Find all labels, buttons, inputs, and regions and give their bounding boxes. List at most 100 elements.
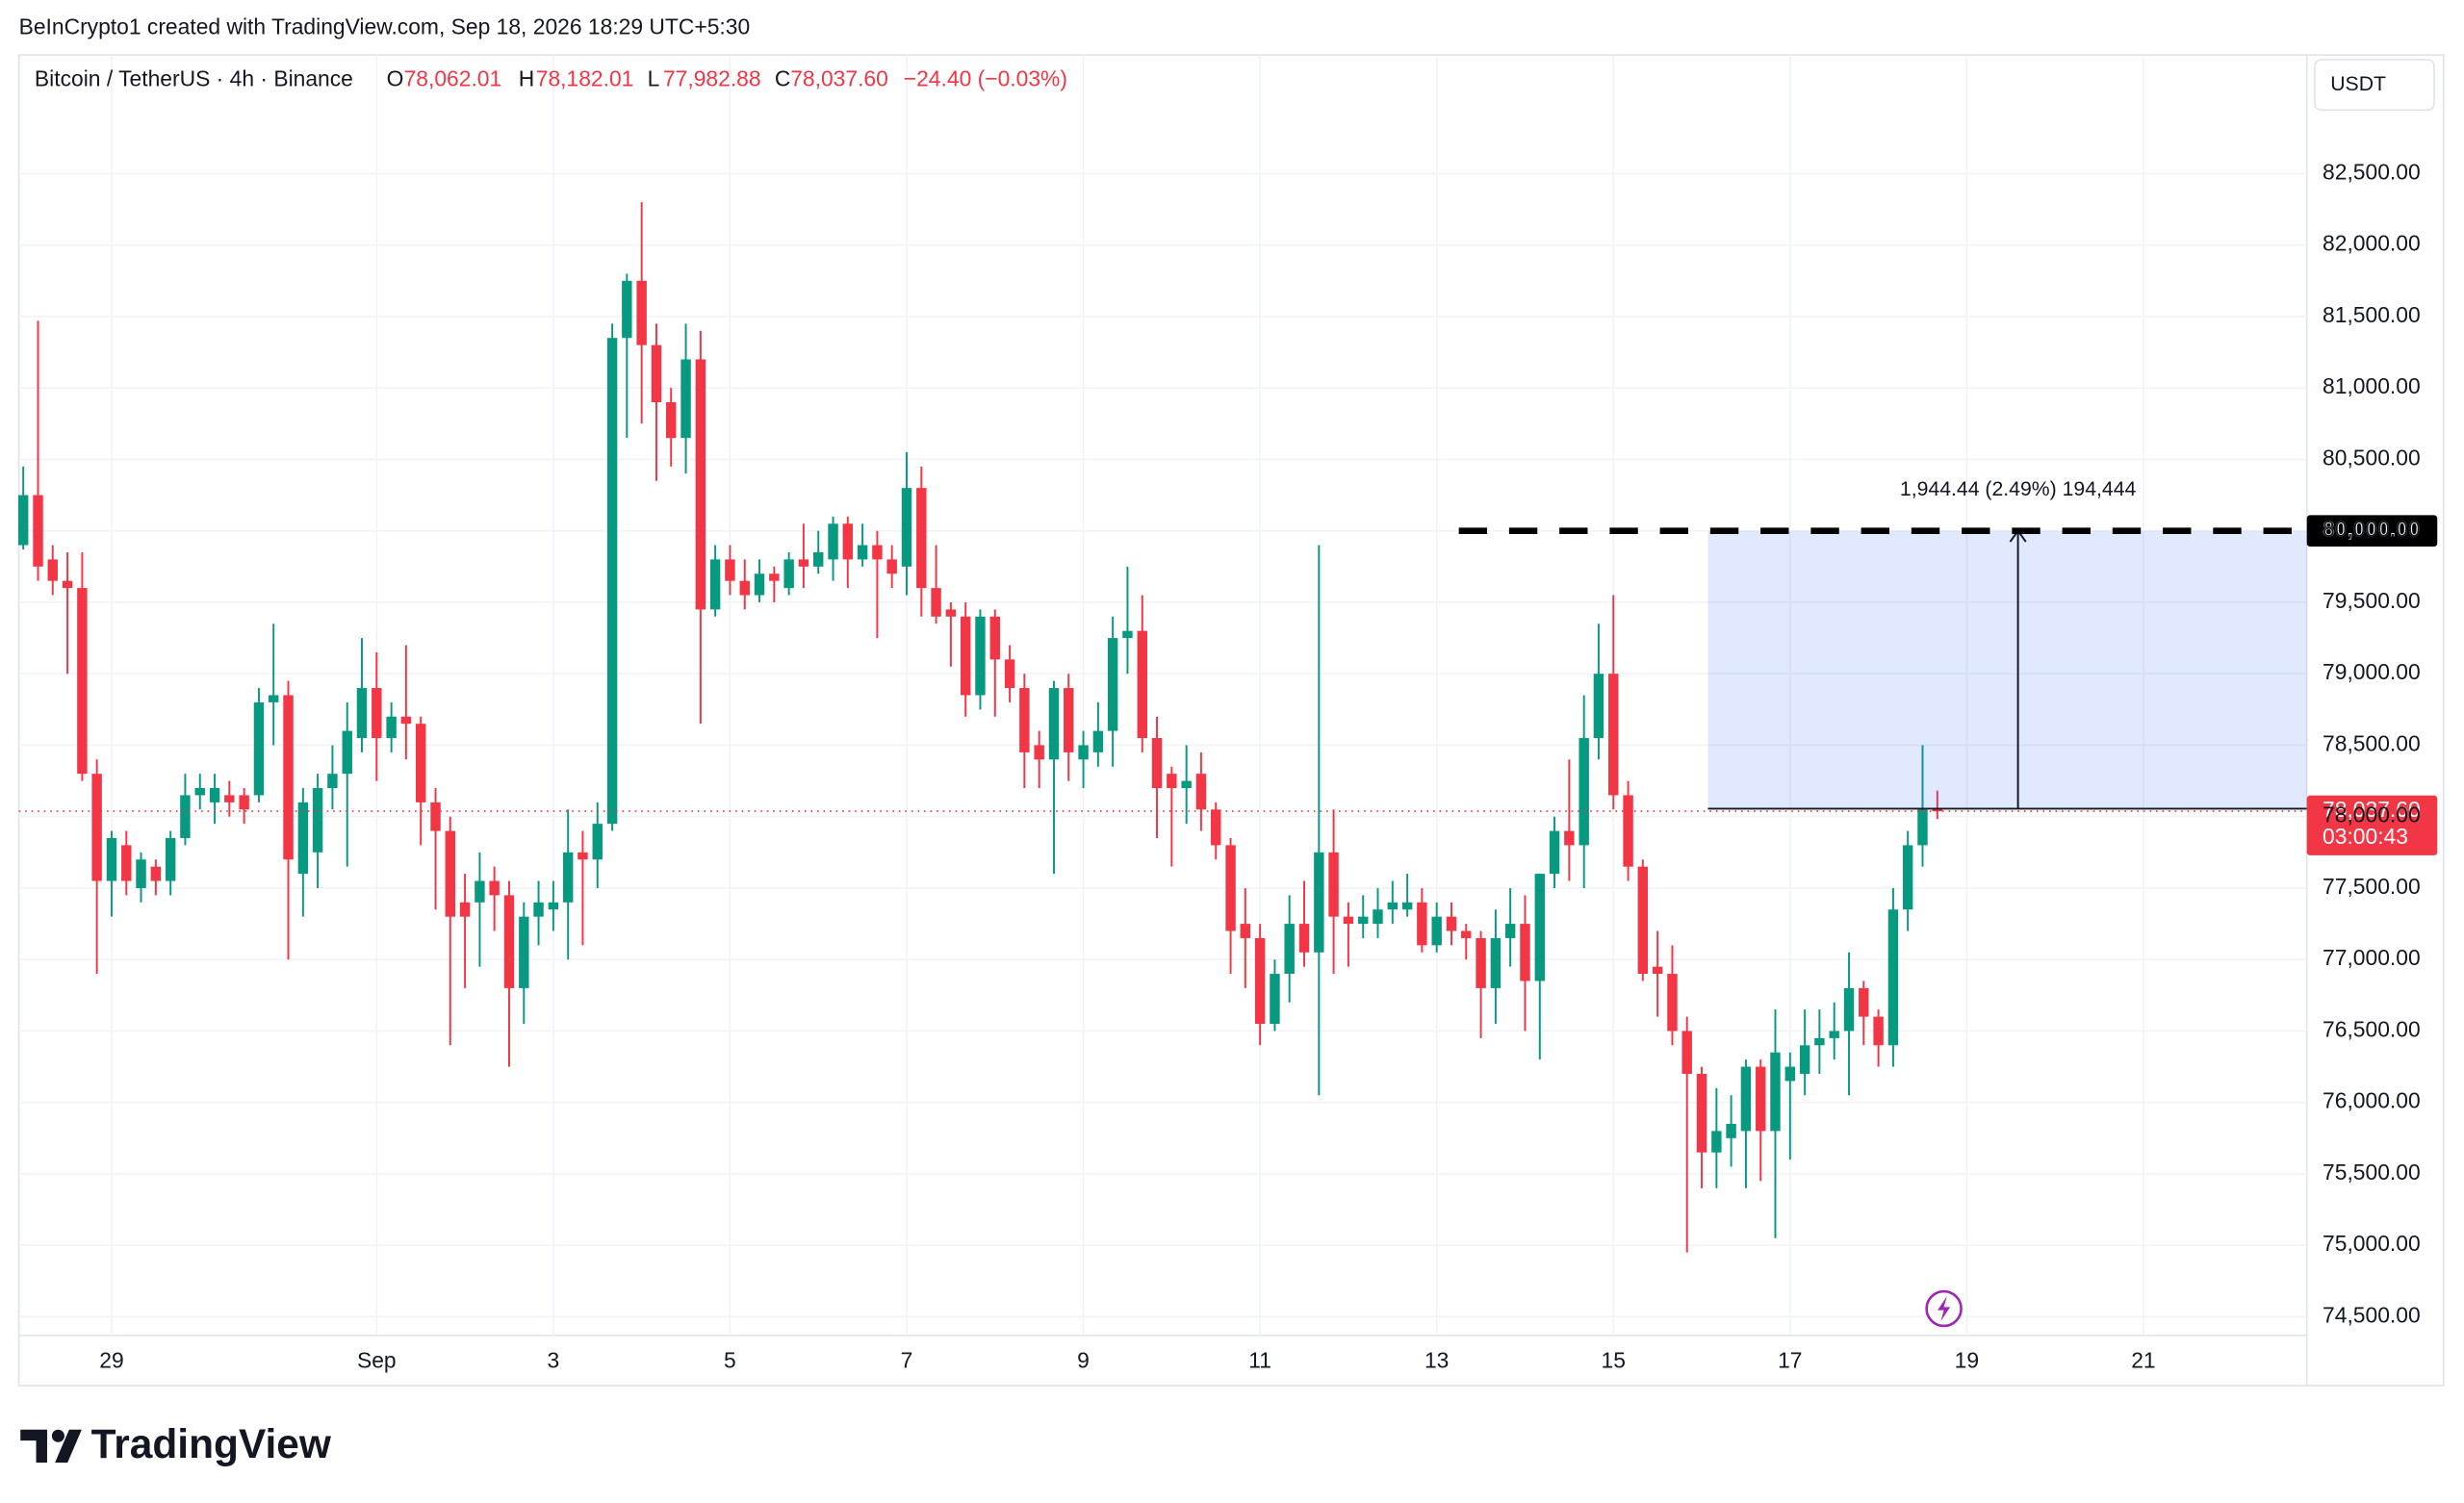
legend-key: O: [387, 65, 404, 90]
candle-body: [1490, 937, 1502, 988]
candle-body: [342, 730, 352, 775]
candle-body: [1726, 1123, 1736, 1138]
candle-body: [1756, 1066, 1766, 1132]
candle-body: [1092, 730, 1104, 752]
candle-body: [77, 588, 88, 775]
candle-body: [1240, 924, 1251, 938]
candle-body: [475, 880, 485, 903]
candle-body: [209, 787, 220, 802]
candle-body: [1195, 774, 1207, 810]
y-tick-label: 79,500.00: [2323, 588, 2421, 613]
candle-body: [91, 774, 102, 881]
legend-key: L: [648, 65, 660, 90]
candle-body: [1578, 738, 1589, 846]
candle-body: [975, 616, 986, 696]
candle-body: [1181, 780, 1192, 788]
currency-button[interactable]: [2314, 59, 2435, 112]
candle-body: [886, 559, 897, 574]
candle-body: [459, 902, 471, 917]
candle-body: [783, 559, 794, 589]
candle-body: [1078, 745, 1089, 760]
candle-body: [121, 845, 132, 881]
candle-body: [1534, 874, 1546, 981]
y-tick-label: 80,000.00: [2323, 517, 2421, 542]
y-tick-label: 78,000.00: [2323, 802, 2421, 828]
candle-body: [961, 616, 971, 696]
candle-body: [901, 488, 912, 567]
candle-body: [651, 344, 662, 403]
candle-body: [872, 545, 883, 560]
legend-key: H: [519, 65, 535, 90]
last-price-box: [2306, 795, 2438, 855]
candle-body: [769, 573, 780, 581]
candle-body: [1328, 852, 1339, 917]
candle-body: [165, 837, 176, 881]
candle-body: [1401, 902, 1413, 910]
candle-body: [1314, 852, 1324, 953]
y-tick-label: 80,500.00: [2323, 445, 2421, 470]
logo-text: TradingView: [91, 1421, 332, 1466]
candle-body: [1254, 937, 1266, 1025]
candle-body: [989, 616, 1000, 660]
candle-body: [503, 895, 515, 988]
x-tick-label: 17: [1778, 1348, 1802, 1373]
x-tick-label: 21: [2131, 1348, 2155, 1373]
candle-body: [1417, 902, 1427, 946]
candle-body: [695, 359, 706, 610]
candle-body: [1122, 630, 1133, 639]
x-tick-label: 19: [1955, 1348, 1979, 1373]
y-tick-label: 77,500.00: [2323, 874, 2421, 899]
currency[interactable]: USDT: [2330, 73, 2386, 95]
candle-body: [519, 916, 529, 988]
candle-body: [1387, 902, 1399, 910]
candle-body: [283, 695, 294, 860]
y-tick-label: 77,000.00: [2323, 945, 2421, 970]
candle-body: [1298, 924, 1310, 953]
y-tick-label: 76,000.00: [2323, 1088, 2421, 1113]
candle-body: [430, 802, 441, 831]
legend-value: 78,037.60: [790, 65, 888, 90]
candle-body: [1873, 1016, 1884, 1046]
candle-body: [548, 902, 559, 910]
y-tick-label: 82,500.00: [2323, 159, 2421, 184]
candle-body: [1667, 974, 1678, 1032]
candle-body: [1358, 916, 1369, 925]
y-tick-label: 74,500.00: [2323, 1303, 2421, 1328]
candle-body: [180, 795, 191, 838]
candle-body: [798, 559, 809, 567]
candle-body: [739, 580, 750, 596]
candle-body: [239, 795, 249, 810]
candle-body: [106, 837, 117, 881]
target-label-box: [2306, 515, 2438, 548]
candle-body: [400, 716, 412, 725]
candle-body: [578, 852, 588, 860]
candle-body: [1740, 1066, 1752, 1132]
candle-body: [1843, 987, 1855, 1032]
x-tick-label: Sep: [357, 1348, 397, 1373]
candle-body: [372, 688, 382, 739]
candle-body: [1799, 1045, 1810, 1075]
candle-body: [1859, 987, 1869, 1017]
y-tick-label: 78,500.00: [2323, 730, 2421, 755]
y-tick-label: 82,000.00: [2323, 231, 2421, 256]
candle-body: [1681, 1031, 1692, 1075]
candle-body: [1476, 937, 1486, 988]
candle-body: [622, 280, 632, 339]
candle-body: [592, 824, 603, 860]
candle-body: [709, 559, 721, 610]
candle-body: [415, 724, 426, 802]
x-tick-label: 9: [1077, 1348, 1090, 1373]
candle-body: [1564, 830, 1575, 846]
symbol: Bitcoin / TetherUS · 4h · Binance: [35, 65, 353, 90]
candle-body: [945, 609, 957, 617]
legend-value: 77,982.88: [663, 65, 761, 90]
x-tick-label: 5: [724, 1348, 736, 1373]
annotations: 1,944.44 (2.49%) 194,444 80,000.00 78,037.…: [18, 478, 2438, 855]
candle-body: [1019, 688, 1030, 752]
x-tick-label: 7: [901, 1348, 913, 1373]
candle-body: [297, 802, 309, 875]
candle-body: [224, 795, 235, 802]
candle-body: [562, 852, 574, 903]
candle-body: [666, 402, 677, 439]
candle-body: [327, 774, 338, 788]
